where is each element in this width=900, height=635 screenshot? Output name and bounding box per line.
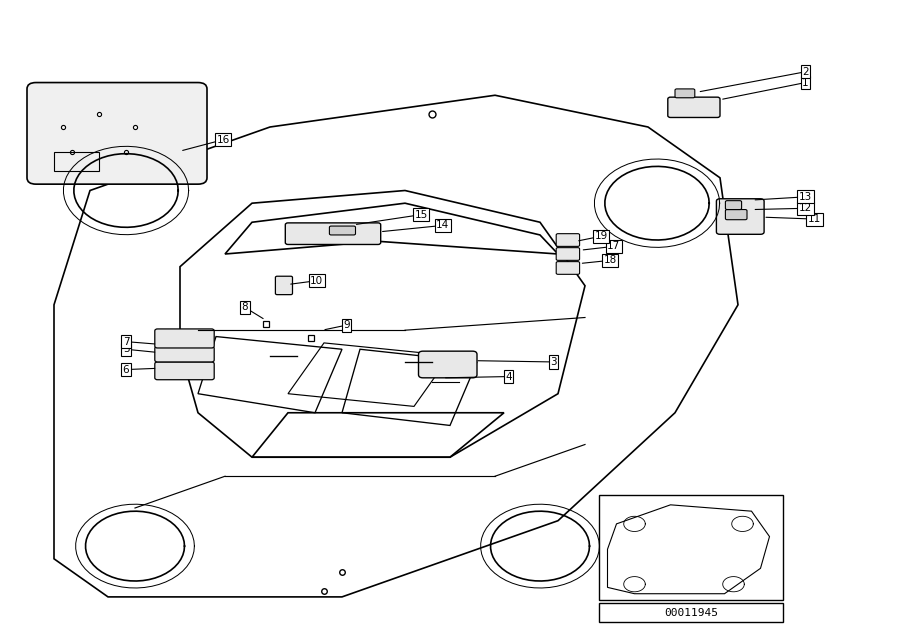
Bar [54, 152, 99, 171]
FancyBboxPatch shape [556, 234, 580, 246]
FancyBboxPatch shape [27, 83, 207, 184]
Text: 8: 8 [241, 302, 248, 312]
FancyBboxPatch shape [556, 248, 580, 260]
Text: 00011945: 00011945 [664, 608, 718, 618]
Text: 7: 7 [122, 337, 130, 347]
Text: 18: 18 [604, 255, 617, 265]
FancyBboxPatch shape [725, 210, 747, 220]
FancyBboxPatch shape [668, 97, 720, 117]
FancyBboxPatch shape [418, 351, 477, 378]
FancyBboxPatch shape [716, 199, 764, 234]
Text: 15: 15 [415, 210, 428, 220]
FancyBboxPatch shape [155, 362, 214, 380]
FancyBboxPatch shape [329, 226, 356, 235]
Text: 11: 11 [808, 214, 821, 224]
Bar [598, 495, 783, 600]
FancyBboxPatch shape [725, 201, 742, 210]
FancyBboxPatch shape [155, 329, 214, 348]
Text: 13: 13 [799, 192, 812, 202]
Text: 16: 16 [217, 135, 230, 145]
Text: 1: 1 [802, 77, 809, 88]
Text: 3: 3 [550, 357, 557, 367]
Text: 2: 2 [802, 67, 809, 77]
FancyBboxPatch shape [275, 276, 292, 295]
Text: 4: 4 [505, 371, 512, 382]
FancyBboxPatch shape [285, 223, 381, 244]
FancyBboxPatch shape [155, 347, 214, 362]
Text: 5: 5 [122, 344, 130, 354]
Text: 17: 17 [608, 241, 620, 251]
Bar [598, 603, 783, 622]
Text: 9: 9 [343, 320, 350, 330]
Text: 19: 19 [595, 231, 608, 241]
FancyBboxPatch shape [556, 262, 580, 274]
Text: 6: 6 [122, 364, 130, 375]
FancyBboxPatch shape [675, 89, 695, 98]
Text: 10: 10 [310, 276, 323, 286]
Text: 12: 12 [799, 203, 812, 213]
Text: 14: 14 [436, 220, 449, 231]
